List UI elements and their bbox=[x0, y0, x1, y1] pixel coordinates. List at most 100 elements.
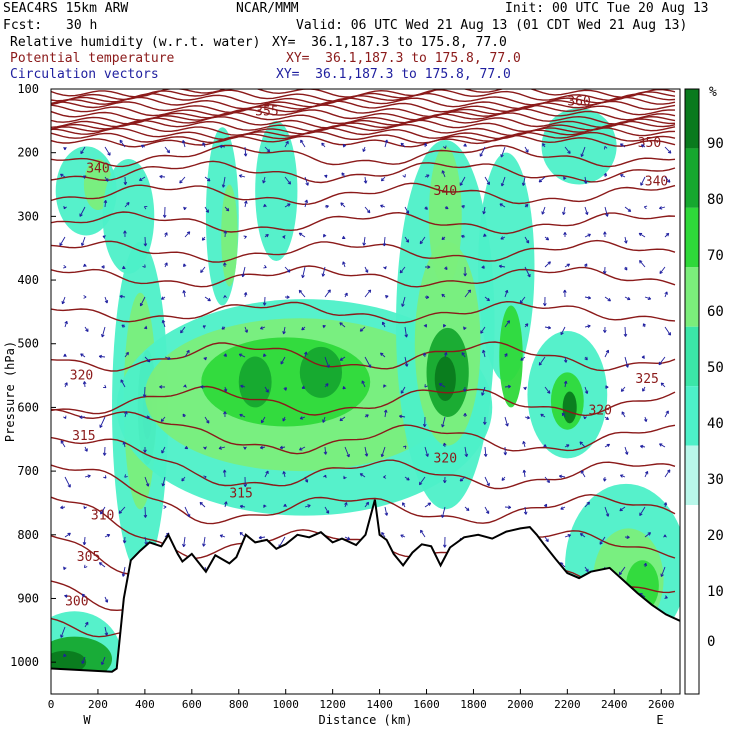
wind-vector bbox=[82, 175, 87, 179]
wind-vector bbox=[118, 506, 126, 514]
wind-vector bbox=[504, 320, 511, 328]
wind-vector bbox=[624, 535, 630, 540]
colorbar-label: 0 bbox=[707, 634, 715, 650]
theta-label-5: 340 bbox=[645, 174, 668, 189]
y-tick-label: 400 bbox=[17, 273, 39, 287]
wind-vector bbox=[103, 475, 107, 479]
wind-vector bbox=[461, 234, 466, 239]
y-tick-label: 300 bbox=[17, 209, 39, 223]
wind-vector bbox=[204, 176, 211, 182]
y-tick-label: 900 bbox=[17, 591, 39, 605]
wind-vector bbox=[223, 411, 227, 418]
theta-contour-5 bbox=[51, 104, 676, 118]
wind-vector bbox=[244, 326, 249, 333]
wind-vector bbox=[364, 356, 372, 368]
wind-vector bbox=[383, 266, 387, 270]
wind-vector bbox=[282, 471, 286, 478]
wind-vector bbox=[441, 236, 446, 241]
wind-vector bbox=[464, 506, 470, 512]
forecast-hour: 30 h bbox=[66, 18, 98, 33]
theta-contour-21 bbox=[51, 341, 676, 372]
wind-vector bbox=[223, 353, 228, 358]
wind-vector bbox=[441, 416, 446, 428]
wind-vector bbox=[159, 174, 166, 179]
wind-vector bbox=[584, 386, 589, 394]
wind-vector bbox=[544, 386, 551, 394]
wind-vector bbox=[402, 174, 406, 178]
wind-vector bbox=[262, 296, 267, 306]
wind-vector bbox=[623, 326, 628, 337]
colorbar-band-3 bbox=[685, 267, 699, 327]
wind-vector bbox=[498, 264, 506, 269]
wind-vector bbox=[480, 326, 486, 334]
wind-vector bbox=[224, 206, 230, 212]
wind-vector bbox=[284, 266, 291, 273]
wind-vector bbox=[618, 566, 626, 576]
wind-vector bbox=[404, 206, 410, 214]
wind-vector bbox=[522, 469, 527, 478]
wind-vector bbox=[659, 266, 666, 275]
theta-contour-16 bbox=[51, 182, 676, 206]
wind-vector bbox=[182, 263, 187, 268]
wind-vector bbox=[542, 143, 546, 148]
wind-vector bbox=[102, 235, 106, 239]
wind-vector bbox=[640, 176, 646, 186]
theta-contour-19 bbox=[51, 265, 676, 288]
theta-contour-1 bbox=[51, 89, 676, 102]
wind-vector bbox=[422, 416, 427, 428]
wind-vector bbox=[484, 176, 490, 185]
wind-vector bbox=[383, 384, 387, 388]
colorbar-label: 40 bbox=[707, 416, 724, 432]
wind-vector bbox=[604, 443, 611, 448]
y-tick-label: 100 bbox=[17, 82, 39, 96]
wind-vector bbox=[124, 474, 128, 478]
wind-vector bbox=[342, 261, 346, 268]
wind-vector bbox=[342, 143, 347, 148]
wind-vector bbox=[544, 325, 552, 330]
wind-vector bbox=[644, 532, 652, 538]
wind-vector bbox=[602, 476, 607, 482]
rh-region-13 bbox=[299, 346, 343, 398]
wind-vector bbox=[584, 324, 591, 329]
wind-vector bbox=[243, 446, 247, 450]
wind-vector bbox=[83, 505, 87, 510]
wind-vector bbox=[464, 289, 472, 298]
wind-vector bbox=[500, 236, 506, 240]
theta-contour-3 bbox=[51, 96, 676, 110]
wind-vector bbox=[258, 535, 266, 540]
wind-vector bbox=[464, 446, 469, 457]
wind-vector bbox=[304, 176, 309, 186]
wind-vector bbox=[240, 384, 246, 389]
wind-vector bbox=[380, 204, 386, 208]
wind-vector bbox=[423, 324, 427, 328]
wind-vector bbox=[264, 386, 269, 393]
colorbar-label: 10 bbox=[707, 584, 724, 600]
wind-vector bbox=[60, 626, 66, 638]
wind-vector bbox=[624, 446, 629, 455]
wind-vector bbox=[444, 205, 449, 210]
wind-vector bbox=[359, 326, 366, 332]
wind-vector bbox=[463, 143, 467, 148]
wind-vector bbox=[259, 326, 266, 330]
wind-vector bbox=[563, 356, 568, 363]
wind-vector bbox=[638, 232, 646, 238]
wind-vector bbox=[123, 230, 127, 238]
wind-vector bbox=[339, 416, 346, 422]
wind-vector bbox=[482, 416, 487, 425]
wind-vector bbox=[461, 352, 466, 358]
wind-vector bbox=[364, 289, 372, 298]
wind-vector bbox=[484, 476, 490, 487]
wind-vector bbox=[182, 413, 186, 418]
wind-vector bbox=[204, 206, 209, 213]
wind-vector bbox=[624, 266, 628, 271]
rh-region-18 bbox=[434, 356, 456, 402]
colorbar-label: 90 bbox=[707, 136, 724, 152]
colorbar-label: 30 bbox=[707, 472, 724, 488]
wind-vector bbox=[218, 446, 226, 450]
wind-vector bbox=[144, 415, 150, 420]
theta-contour-2 bbox=[51, 92, 676, 106]
wind-vector bbox=[544, 476, 551, 484]
wind-vector bbox=[524, 266, 531, 278]
wind-vector bbox=[81, 656, 86, 664]
wind-vector bbox=[343, 475, 347, 480]
